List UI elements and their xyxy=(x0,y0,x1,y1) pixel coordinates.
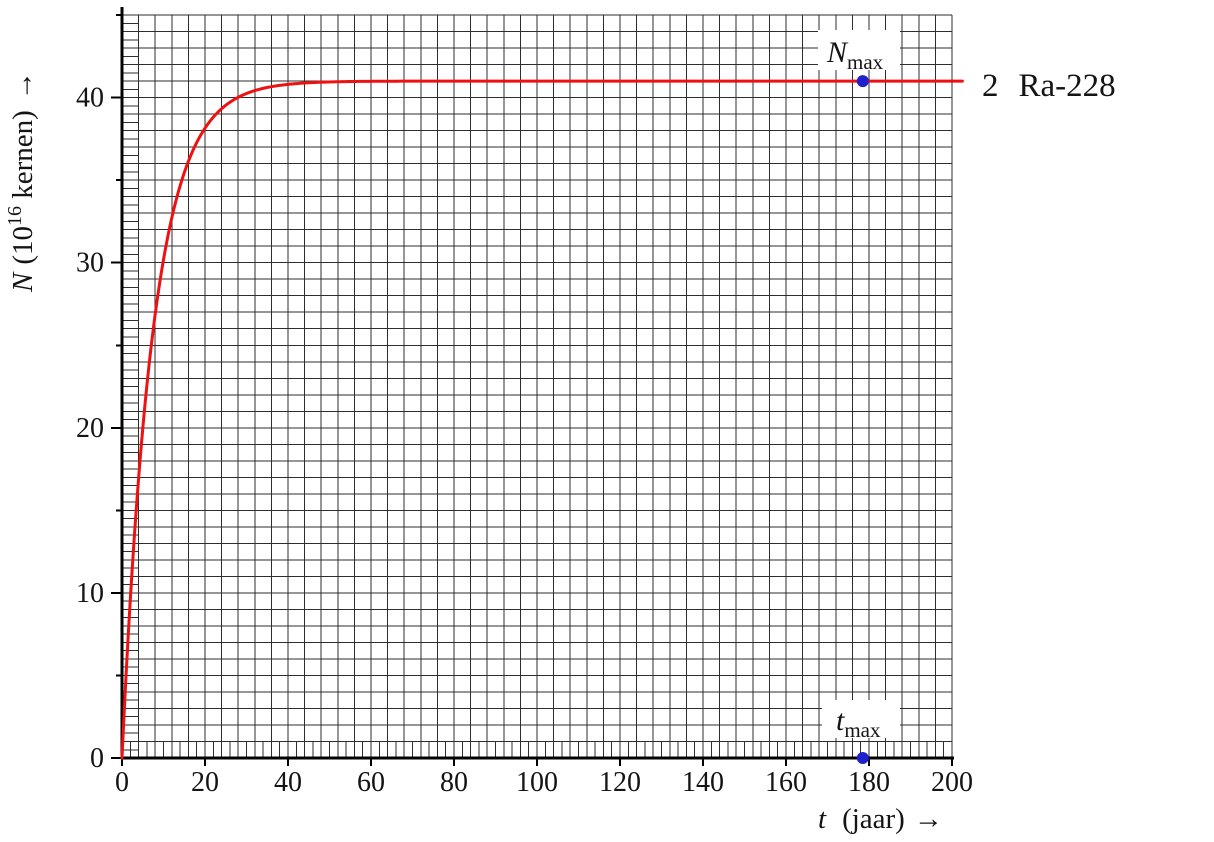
x-axis-title: t (jaar) → xyxy=(818,803,943,835)
tmax-label: tmax xyxy=(836,704,881,742)
y-tick-label: 20 xyxy=(76,413,104,444)
annotation-tmax: tmax xyxy=(822,700,900,742)
y-tick-label: 10 xyxy=(76,578,104,609)
x-tick-label: 40 xyxy=(274,767,302,798)
x-tick-label: 200 xyxy=(931,767,973,798)
x-tick-label: 120 xyxy=(599,767,641,798)
x-tick-label: 160 xyxy=(765,767,807,798)
ra228-growth-curve xyxy=(120,79,964,760)
marker-dot-nmax xyxy=(856,75,869,88)
y-tick-label: 40 xyxy=(76,83,104,114)
curve-label-ra228: 2 Ra-228 xyxy=(982,68,1116,104)
grid xyxy=(122,14,953,758)
x-tick-label: 60 xyxy=(357,767,385,798)
tick-labels: 0 20 40 60 80 100 120 140 160 180 200 0 10 20 30 40 xyxy=(76,83,973,798)
x-tick-label: 140 xyxy=(682,767,724,798)
x-tick-label: 180 xyxy=(848,767,890,798)
y-tick-label: 0 xyxy=(90,743,104,774)
x-tick-label: 100 xyxy=(516,767,558,798)
x-tick-label: 80 xyxy=(440,767,468,798)
y-axis-title: N(1016 kernen)→ xyxy=(4,71,39,293)
nmax-label: Nmax xyxy=(826,36,884,74)
annotation-nmax: Nmax xyxy=(818,30,900,74)
marker-dot-tmax xyxy=(856,752,869,764)
x-tick-label: 20 xyxy=(191,767,219,798)
axis-ticks xyxy=(111,14,953,766)
tmax-label-background xyxy=(822,700,900,738)
y-tick-label: 30 xyxy=(76,248,104,279)
x-tick-label: 0 xyxy=(115,767,129,798)
nmax-label-background xyxy=(818,30,900,70)
curve-layer xyxy=(120,75,964,764)
